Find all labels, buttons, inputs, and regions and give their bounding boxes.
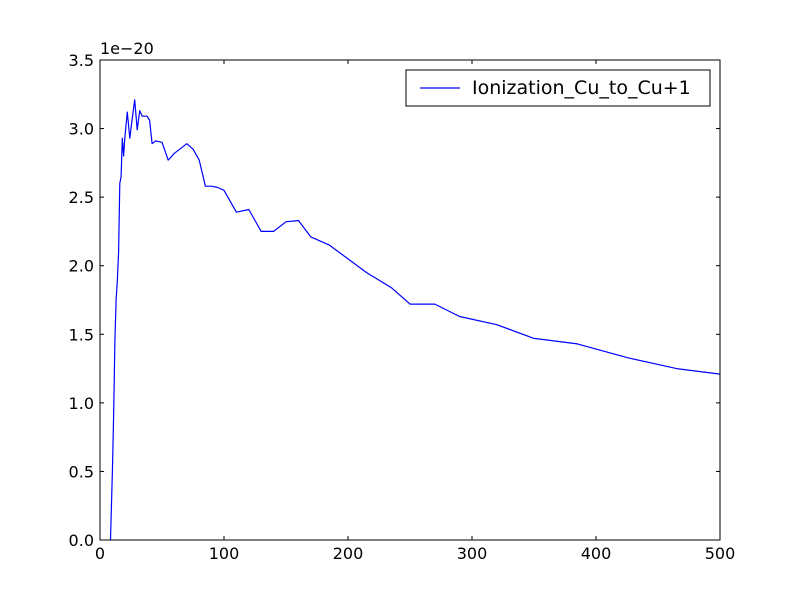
plot-frame bbox=[99, 59, 721, 541]
legend-label: Ionization_Cu_to_Cu+1 bbox=[472, 77, 691, 99]
y-tick-label: 2.0 bbox=[69, 257, 94, 276]
x-tick-label: 300 bbox=[457, 544, 488, 563]
y-tick-label: 3.5 bbox=[69, 51, 94, 70]
y-tick-label: 3.0 bbox=[69, 120, 94, 139]
x-tick-label: 200 bbox=[333, 544, 364, 563]
series-line-ionization bbox=[109, 99, 721, 541]
x-tick-label: 0 bbox=[95, 544, 105, 563]
y-tick-label: 1.5 bbox=[69, 325, 94, 344]
y-tick-label: 0.5 bbox=[69, 462, 94, 481]
x-tick-label: 500 bbox=[705, 544, 736, 563]
legend: Ionization_Cu_to_Cu+1 bbox=[405, 69, 711, 107]
x-tick-label: 100 bbox=[209, 544, 240, 563]
y-tick-label: 0.0 bbox=[69, 531, 94, 550]
y-offset-label: 1e−20 bbox=[100, 39, 154, 58]
plot-background bbox=[100, 60, 720, 540]
y-tick-label: 2.5 bbox=[69, 188, 94, 207]
x-tick-label: 400 bbox=[581, 544, 612, 563]
y-tick-label: 1.0 bbox=[69, 394, 94, 413]
